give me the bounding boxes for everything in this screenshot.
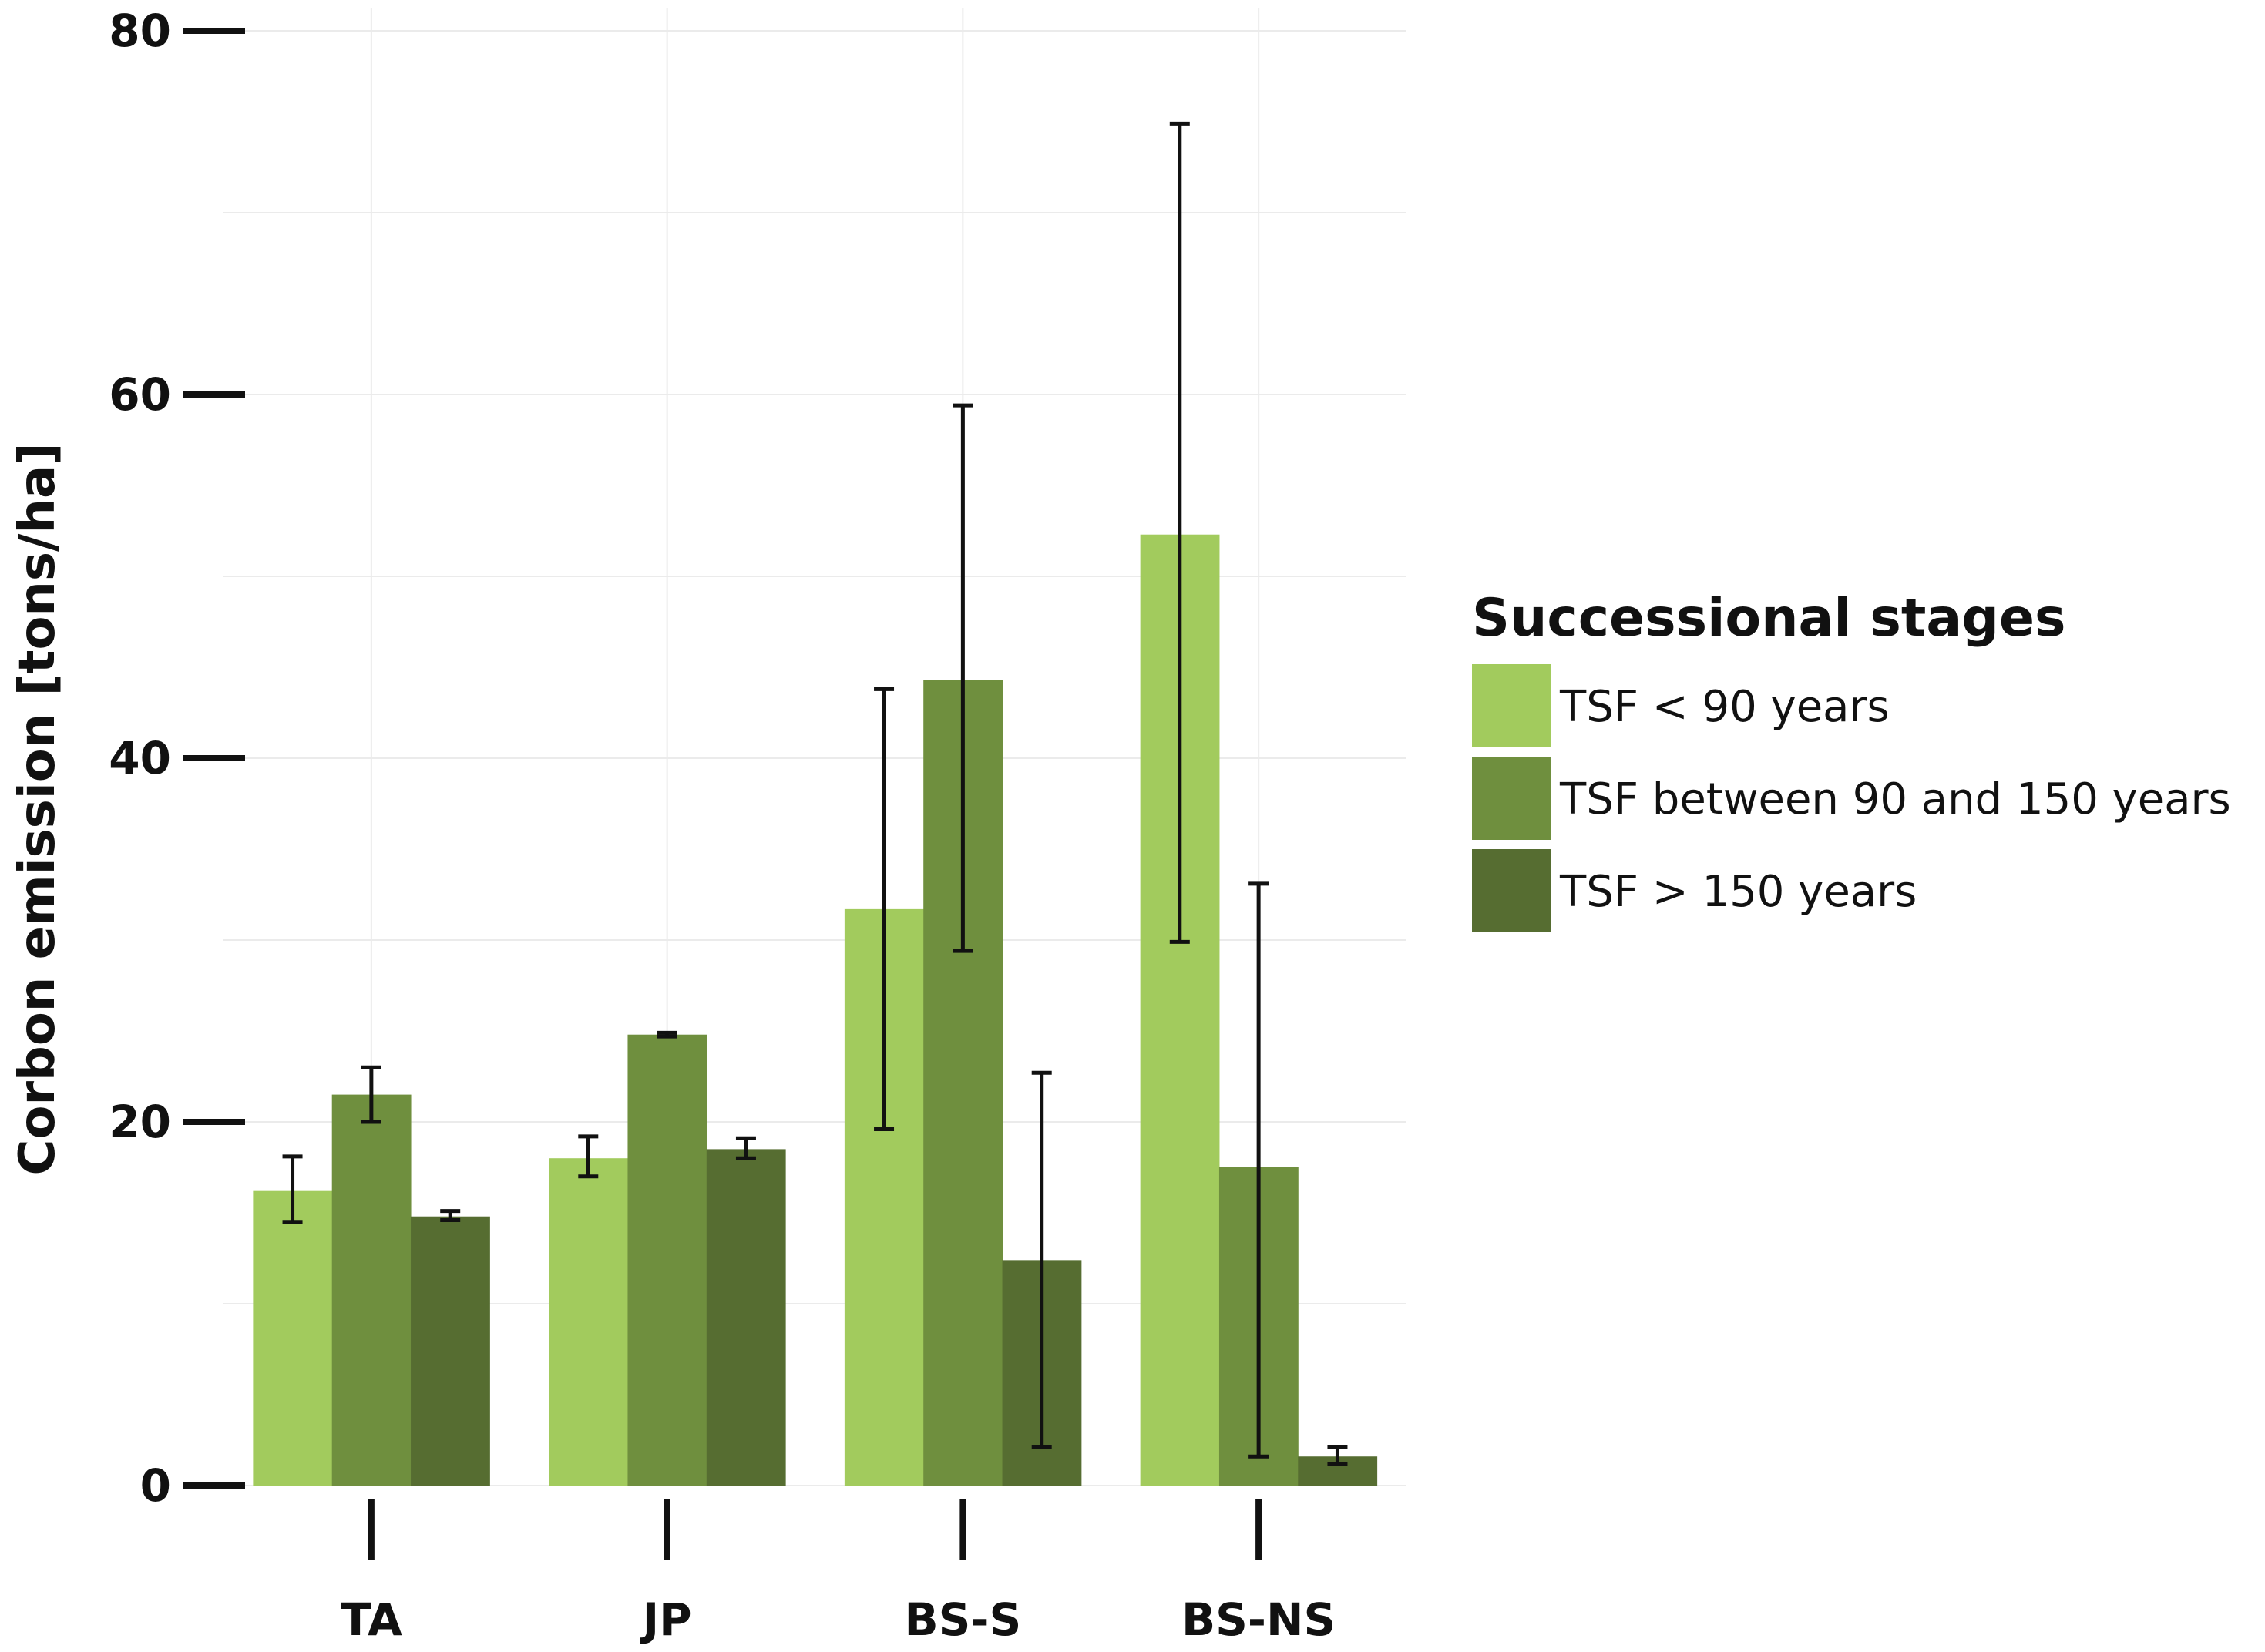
legend-title: Successional stages — [1472, 588, 2066, 649]
y-tick-label: 20 — [109, 1096, 171, 1148]
bars — [253, 534, 1378, 1486]
y-axis-title: Corbon emission [tons/ha] — [9, 443, 66, 1176]
legend-label: TSF between 90 and 150 years — [1559, 774, 2231, 824]
bar — [706, 1149, 786, 1486]
legend-label: TSF < 90 years — [1559, 682, 1890, 732]
bar — [253, 1190, 333, 1486]
y-tick-label: 0 — [140, 1459, 171, 1512]
bar — [411, 1216, 490, 1486]
error-bars — [282, 121, 1348, 1466]
x-tick-label: BS-NS — [1181, 1593, 1336, 1646]
legend-key — [1472, 849, 1551, 932]
legend: Successional stages TSF < 90 years TSF be… — [1472, 588, 2231, 932]
bar — [627, 1034, 707, 1486]
y-tick-label: 40 — [109, 732, 171, 784]
bar — [549, 1158, 628, 1486]
y-tick-label: 60 — [109, 368, 171, 421]
bar — [331, 1094, 412, 1486]
x-tick-label: TA — [341, 1593, 402, 1646]
legend-label: TSF > 150 years — [1559, 867, 1917, 917]
x-tick-label: JP — [640, 1593, 692, 1646]
legend-key — [1472, 664, 1551, 747]
y-tick-label: 80 — [109, 5, 171, 57]
axes: TA JP BS-S BS-NS 0 20 40 60 80 — [109, 5, 1336, 1646]
legend-key — [1472, 757, 1551, 840]
x-tick-label: BS-S — [904, 1593, 1021, 1646]
